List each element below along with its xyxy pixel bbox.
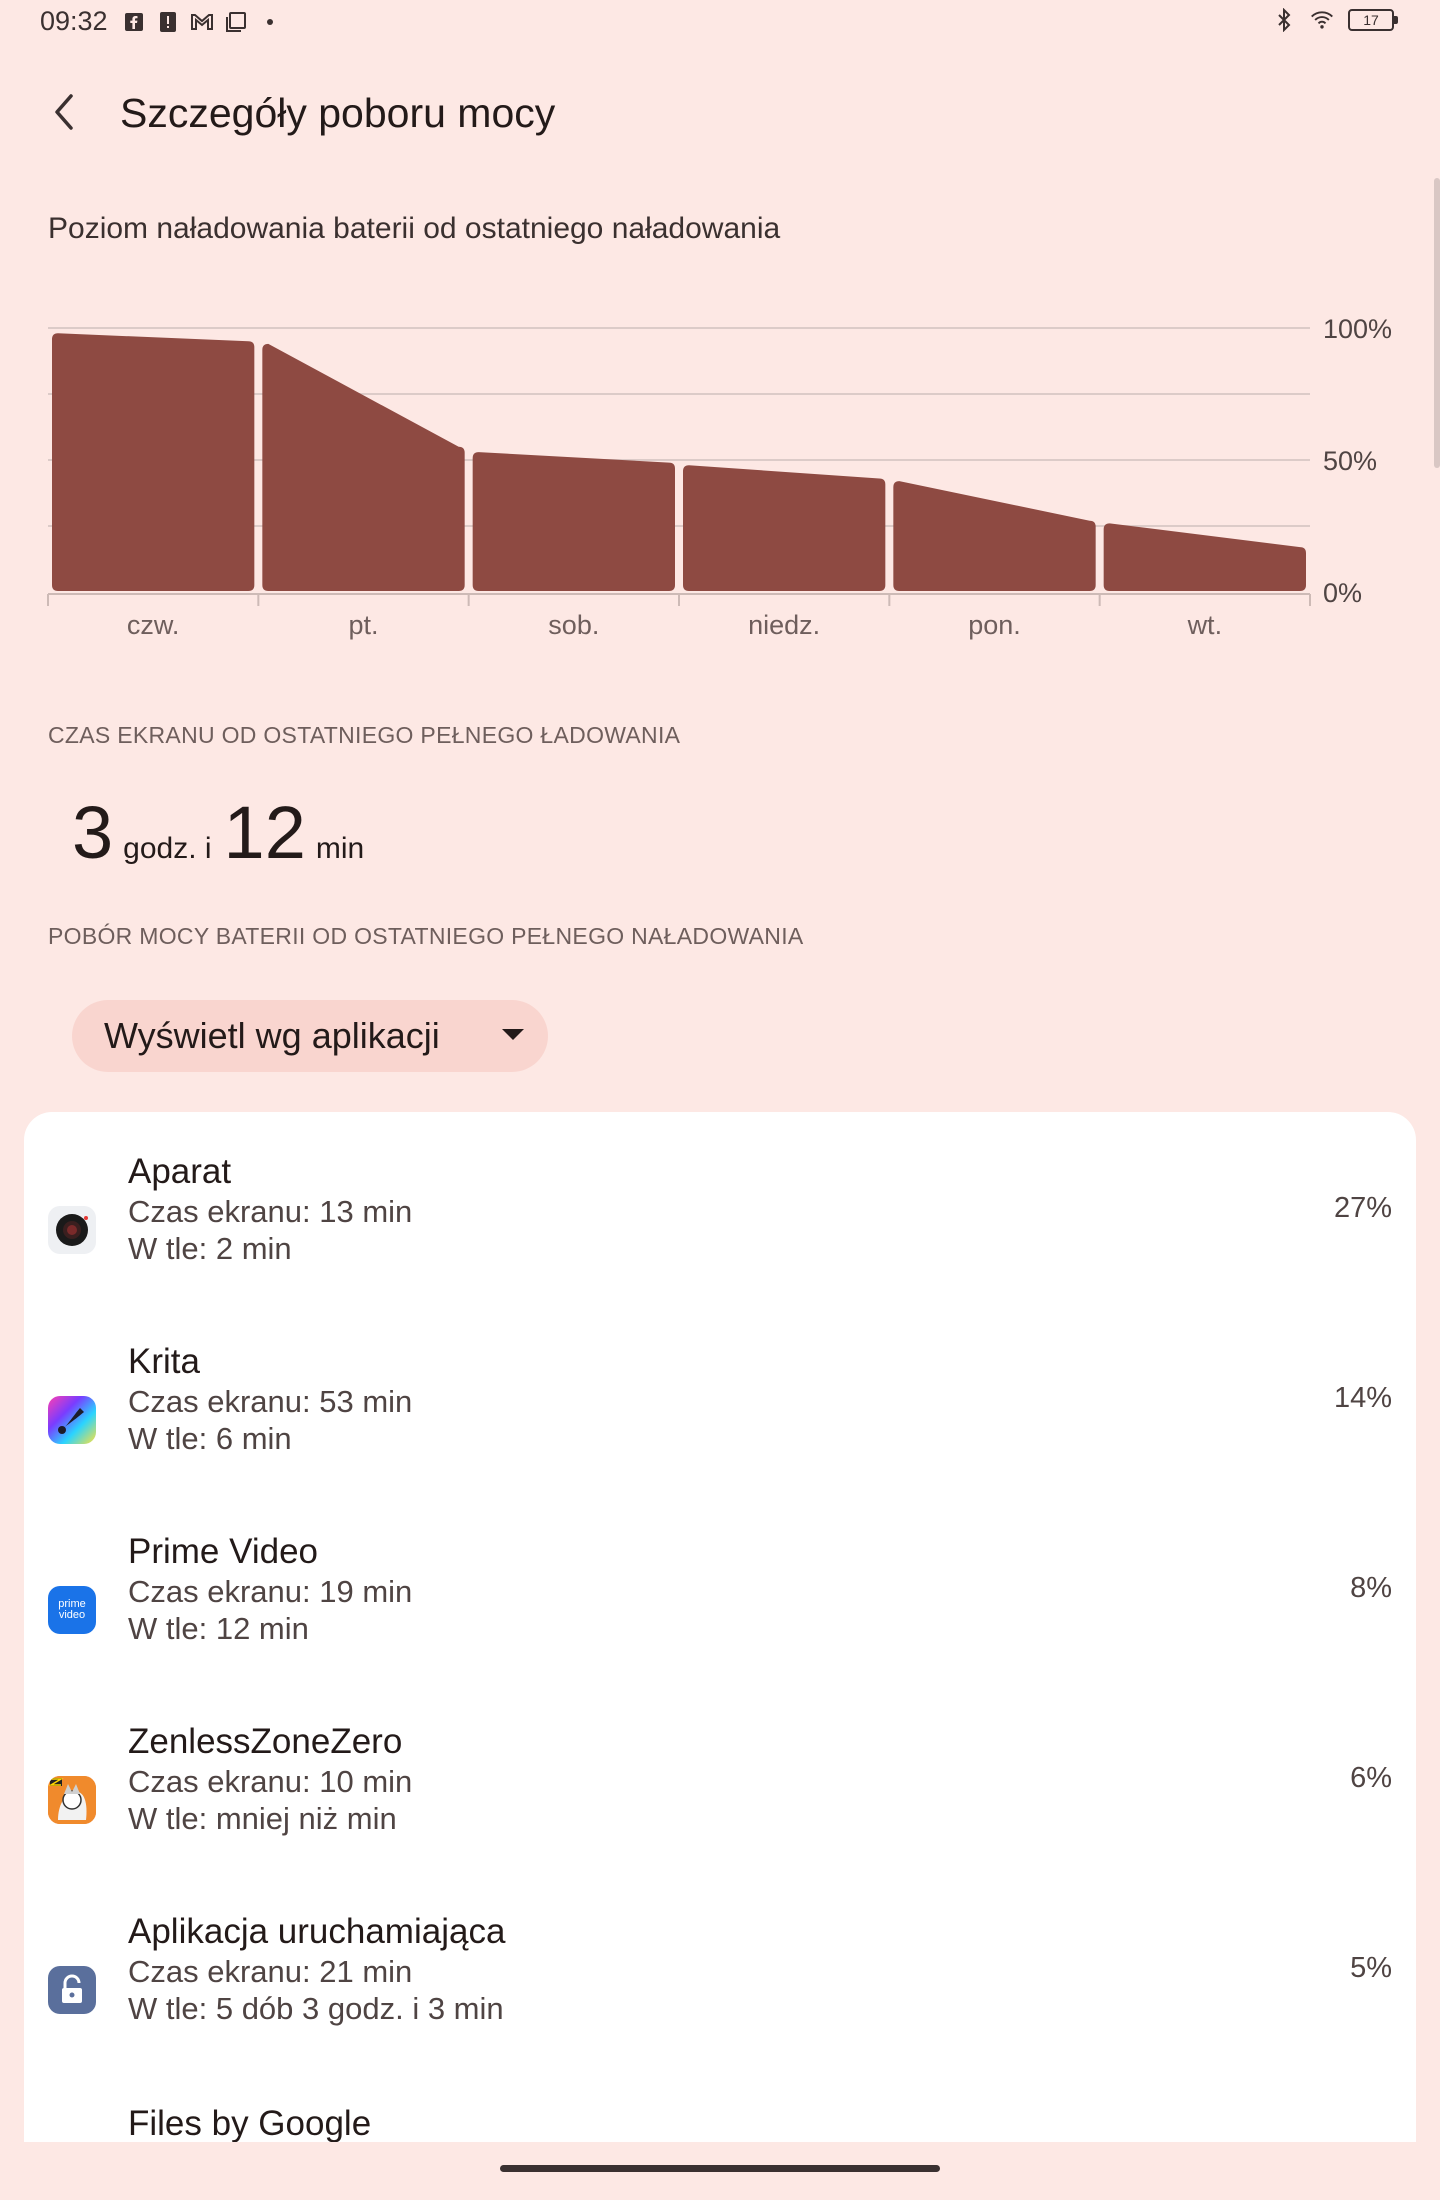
more-dot-icon <box>258 10 282 34</box>
navigation-handle[interactable] <box>500 2165 940 2172</box>
status-bar: 09:32 17 <box>0 0 1440 48</box>
battery-day-segment <box>1103 523 1306 591</box>
app-screen-time: Czas ekranu: 13 min <box>128 1194 413 1229</box>
status-time: 09:32 <box>40 6 108 36</box>
facebook-notification-icon <box>122 10 146 34</box>
back-button[interactable] <box>36 84 92 140</box>
battery-day-segment <box>683 465 886 591</box>
chart-y-tick-label: 0% <box>1323 578 1362 608</box>
chart-x-tick-label: czw. <box>127 610 180 640</box>
app-screen-time: Czas ekranu: 21 min <box>128 1954 413 1989</box>
system-icons: 17 <box>1272 8 1398 32</box>
app-screen-time: Czas ekranu: 19 min <box>128 1574 413 1609</box>
chart-x-tick-label: wt. <box>1187 610 1223 640</box>
app-row-zenless-zone-zero[interactable]: ZenlessZoneZero Czas ekranu: 10 min W tl… <box>24 1682 1416 1872</box>
view-by-label: Wyświetl wg aplikacji <box>104 1015 440 1056</box>
app-name: Prime Video <box>128 1532 319 1571</box>
prime-video-icon-text: prime video <box>58 1598 86 1621</box>
app-percent: 27% <box>1333 1192 1392 1224</box>
app-row-krita[interactable]: Krita Czas ekranu: 53 min W tle: 6 min 1… <box>24 1302 1416 1492</box>
chart-x-tick-label: niedz. <box>748 610 820 640</box>
wifi-icon <box>1310 8 1334 32</box>
gmail-notification-icon <box>190 10 214 34</box>
app-background-time: W tle: mniej niż min <box>128 1801 397 1836</box>
app-row-launcher[interactable]: Aplikacja uruchamiająca Czas ekranu: 21 … <box>24 1872 1416 2062</box>
battery-day-segment <box>893 481 1096 591</box>
app-name: ZenlessZoneZero <box>128 1722 403 1761</box>
prime-video-app-icon: prime video <box>48 1586 96 1634</box>
app-name: Files by Google <box>128 2104 372 2142</box>
app-row-aparat[interactable]: Aparat Czas ekranu: 13 min W tle: 2 min … <box>24 1112 1416 1302</box>
app-row-prime-video[interactable]: prime video Prime Video Czas ekranu: 19 … <box>24 1492 1416 1682</box>
chart-title: Poziom naładowania baterii od ostatniego… <box>48 212 781 245</box>
screenshot-notification-icon <box>224 10 248 34</box>
app-percent: 14% <box>1333 1382 1392 1414</box>
screen-time-header: CZAS EKRANU OD OSTATNIEGO PEŁNEGO ŁADOWA… <box>48 722 681 748</box>
screen-time-hours-unit: godz. i <box>123 832 212 865</box>
app-percent: 5% <box>1350 1952 1392 1984</box>
battery-level: 17 <box>1363 12 1379 28</box>
app-percent: 6% <box>1350 1762 1392 1794</box>
screen-time-hours: 3 <box>72 791 114 874</box>
app-screen-time: Czas ekranu: 53 min <box>128 1384 413 1419</box>
chart-y-tick-label: 100% <box>1323 314 1392 344</box>
battery-icon: 17 <box>1348 9 1398 31</box>
battery-day-segment <box>52 333 255 591</box>
page-title: Szczegóły poboru mocy <box>120 90 556 136</box>
krita-app-icon <box>48 1396 96 1444</box>
app-row-files-by-google[interactable]: Files by Google <box>24 2062 1416 2142</box>
battery-usage-header: POBÓR MOCY BATERII OD OSTATNIEGO PEŁNEGO… <box>48 923 804 949</box>
chart-x-tick-label: sob. <box>548 610 599 640</box>
app-screen-time: Czas ekranu: 10 min <box>128 1764 413 1799</box>
chart-x-tick-label: pon. <box>968 610 1021 640</box>
view-by-dropdown[interactable]: Wyświetl wg aplikacji <box>72 1000 548 1072</box>
app-name: Aparat <box>128 1152 232 1191</box>
screen-time-minutes: 12 <box>223 791 306 874</box>
app-background-time: W tle: 5 dób 3 godz. i 3 min <box>128 1991 504 2026</box>
scrollbar[interactable] <box>1434 178 1440 468</box>
zenless-zone-zero-app-icon <box>48 1776 96 1824</box>
app-name: Aplikacja uruchamiająca <box>128 1912 506 1951</box>
battery-day-segment <box>262 343 465 591</box>
camera-app-icon <box>48 1206 96 1254</box>
alert-notification-icon <box>156 10 180 34</box>
dropdown-arrow-icon <box>502 1029 524 1040</box>
app-background-time: W tle: 2 min <box>128 1231 292 1266</box>
back-arrow-icon <box>55 94 73 130</box>
screen-time-value: 3 godz. i 12 min <box>72 790 376 875</box>
chart-x-tick-label: pt. <box>348 610 378 640</box>
chart-y-tick-label: 50% <box>1323 446 1377 476</box>
app-background-time: W tle: 12 min <box>128 1611 309 1646</box>
battery-day-segment <box>472 452 675 591</box>
launcher-app-icon <box>48 1966 96 2014</box>
app-name: Krita <box>128 1342 200 1381</box>
battery-level-chart: czw. pt. sob. niedz. pon. wt. 100% 50% 0% <box>47 314 1392 640</box>
screen-time-minutes-unit: min <box>315 832 365 865</box>
notification-icons <box>122 10 282 34</box>
app-usage-list: Aparat Czas ekranu: 13 min W tle: 2 min … <box>24 1112 1416 2142</box>
app-background-time: W tle: 6 min <box>128 1421 292 1456</box>
app-percent: 8% <box>1350 1572 1392 1604</box>
bluetooth-icon <box>1272 8 1296 32</box>
